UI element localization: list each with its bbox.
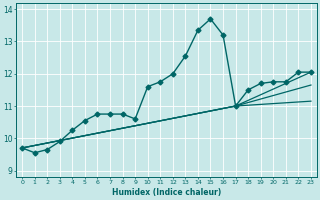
X-axis label: Humidex (Indice chaleur): Humidex (Indice chaleur): [112, 188, 221, 197]
